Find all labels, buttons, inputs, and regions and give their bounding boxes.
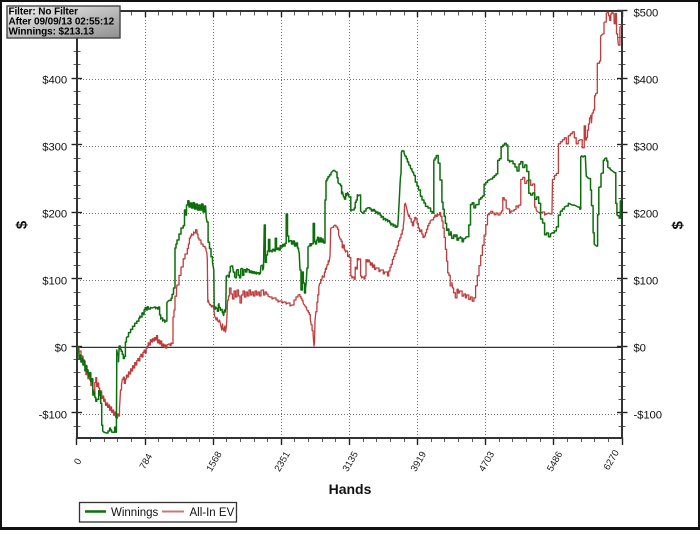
- svg-text:$300: $300: [634, 142, 659, 154]
- svg-text:$200: $200: [634, 209, 659, 221]
- svg-text:-$100: -$100: [39, 410, 67, 422]
- svg-text:After 09/09/13 02:55:12: After 09/09/13 02:55:12: [9, 17, 115, 28]
- svg-text:Filter: No Filter: Filter: No Filter: [9, 6, 79, 17]
- svg-text:$: $: [670, 220, 687, 229]
- svg-text:Winnings: $213.13: Winnings: $213.13: [9, 27, 95, 38]
- svg-text:$100: $100: [42, 276, 67, 288]
- svg-text:$0: $0: [634, 343, 646, 355]
- svg-text:$300: $300: [42, 142, 67, 154]
- svg-text:Winnings: Winnings: [111, 507, 159, 519]
- svg-text:$500: $500: [634, 8, 659, 20]
- svg-text:$200: $200: [42, 209, 67, 221]
- svg-text:$: $: [14, 220, 31, 229]
- svg-text:$100: $100: [634, 276, 659, 288]
- svg-text:$400: $400: [42, 75, 67, 87]
- svg-text:Hands: Hands: [329, 481, 372, 497]
- svg-text:-$100: -$100: [634, 410, 662, 422]
- svg-text:$0: $0: [55, 343, 67, 355]
- svg-text:All-In EV: All-In EV: [190, 507, 235, 519]
- svg-text:$400: $400: [634, 75, 659, 87]
- svg-text:0: 0: [72, 457, 84, 467]
